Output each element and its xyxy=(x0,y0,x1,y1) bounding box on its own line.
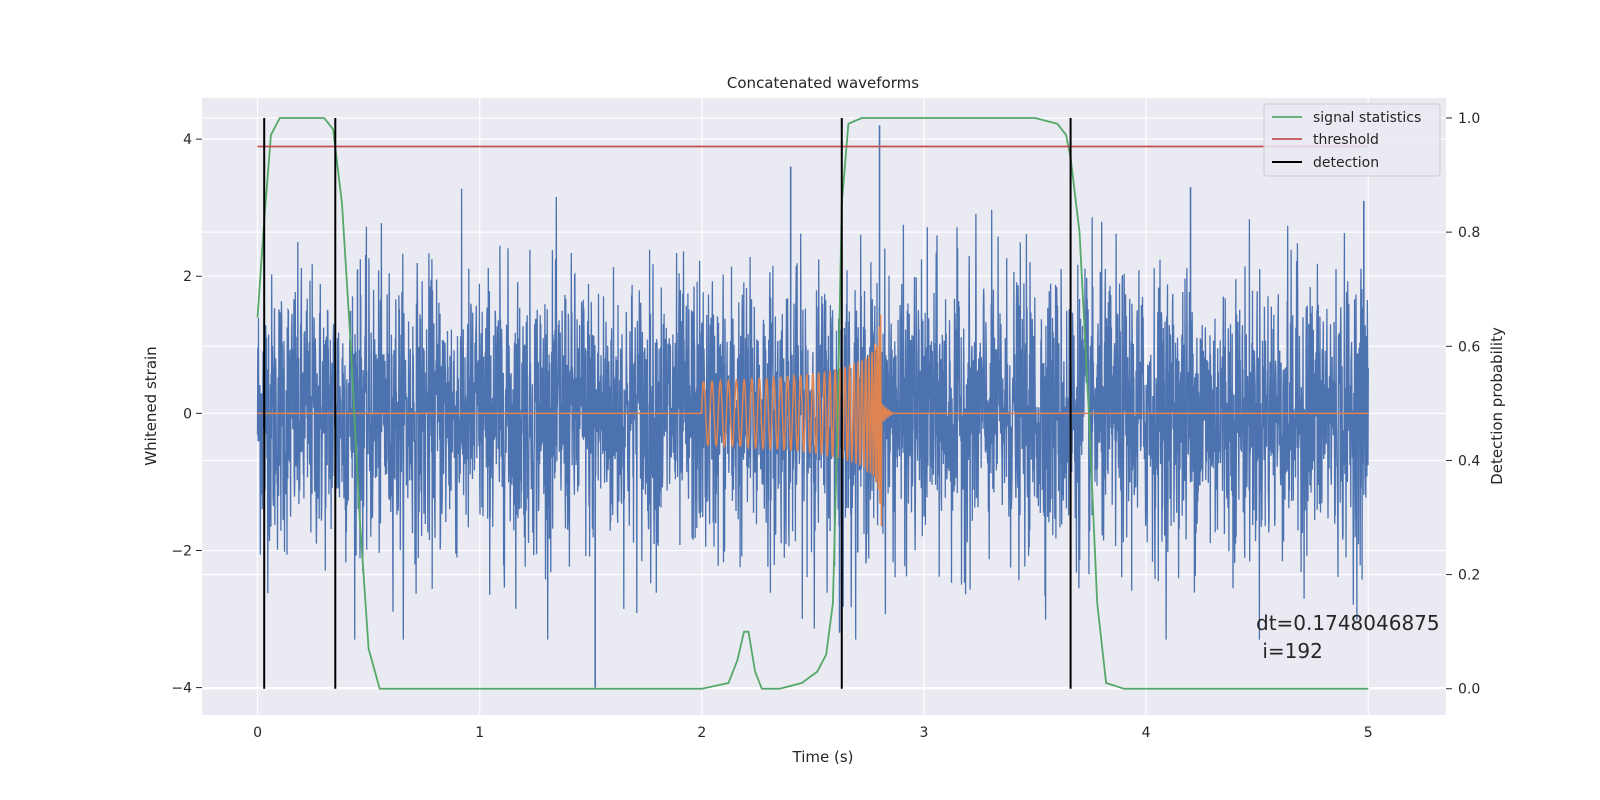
y-tick-label: −2 xyxy=(171,543,192,559)
legend: signal statistics threshold detection xyxy=(1263,103,1441,177)
y-tick-label: −4 xyxy=(171,681,192,697)
y2-tick-label: 0.2 xyxy=(1458,568,1480,584)
series-whitened-strain xyxy=(256,188,1369,640)
legend-label-signal-statistics: signal statistics xyxy=(1313,110,1421,126)
legend-box xyxy=(1263,103,1441,177)
annotation-dt: dt=0.1748046875 xyxy=(1256,611,1440,635)
y-tick-label: 0 xyxy=(183,406,192,422)
y2-axis-label: Detection probability xyxy=(1488,327,1506,485)
y2-tick-label: 0.8 xyxy=(1458,225,1480,241)
annotation-index: i=192 xyxy=(1256,639,1323,663)
y2-tick-label: 0.6 xyxy=(1458,339,1480,355)
series-injected-waveform xyxy=(257,314,1369,526)
y2-tick-label: 0.0 xyxy=(1458,682,1480,698)
chart-title: Concatenated waveforms xyxy=(727,74,919,92)
x-axis-label: Time (s) xyxy=(792,748,854,766)
x-tick-label: 1 xyxy=(475,725,484,741)
x-tick-label: 2 xyxy=(697,725,706,741)
x-tick-label: 3 xyxy=(920,725,929,741)
y-axis-label: Whitened strain xyxy=(142,346,160,465)
x-tick-label: 0 xyxy=(253,725,262,741)
legend-label-detection: detection xyxy=(1313,155,1379,171)
y-tick-label: 4 xyxy=(183,132,192,148)
tick-layer: 0 1 2 3 4 5 −4 −2 0 2 4 0.0 0.2 0.4 0.6 0.8 1.0 xyxy=(171,111,1480,741)
x-tick-label: 5 xyxy=(1364,725,1373,741)
y2-tick-label: 0.4 xyxy=(1458,453,1480,469)
legend-label-threshold: threshold xyxy=(1313,132,1379,148)
series-layer xyxy=(256,117,1369,690)
x-tick-label: 4 xyxy=(1142,725,1151,741)
series-signal-statistics xyxy=(256,117,1369,690)
y2-tick-label: 1.0 xyxy=(1458,111,1480,127)
y-tick-label: 2 xyxy=(183,269,192,285)
